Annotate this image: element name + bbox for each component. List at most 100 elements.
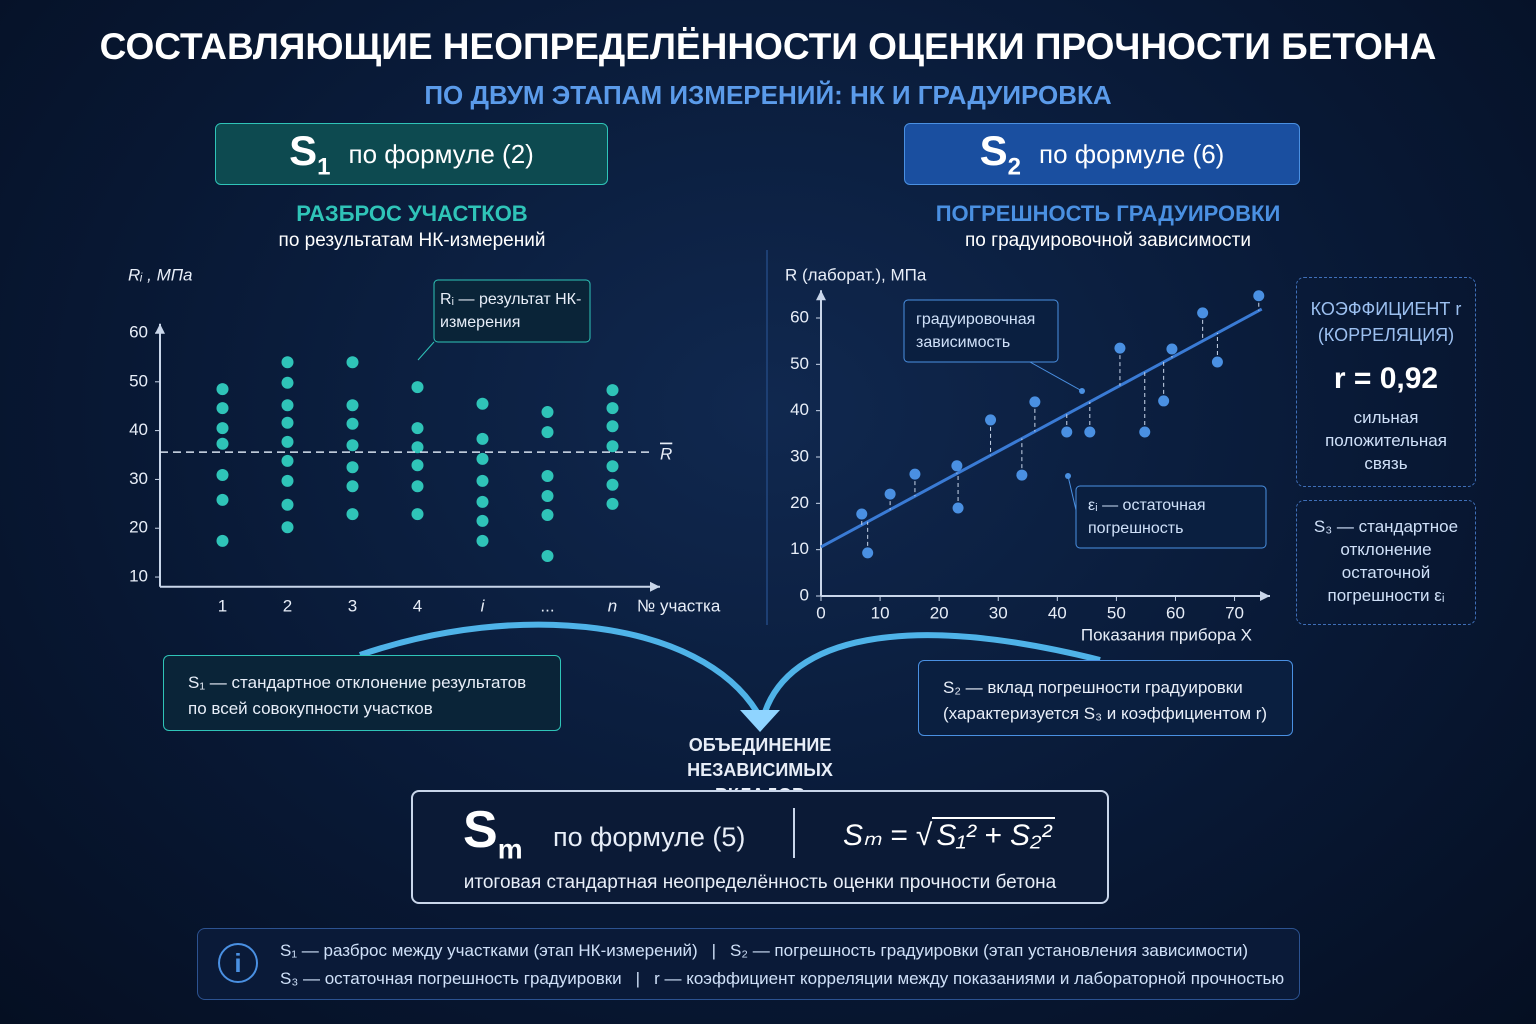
annotation: εᵢ — остаточная погрешность (резидуал) [1088,497,1206,544]
x-tick-label: i [481,596,486,615]
subscript: 2 [1007,153,1022,181]
dot [216,469,229,482]
r-value: r = 0,92 [1333,362,1439,395]
subheading: по градуировочной зависимости [965,230,1251,251]
footer-item: r — коэффициент корреляции между показан… [654,969,1285,988]
heading: РАЗБРОС УЧАСТКОВ [296,201,528,226]
info-icon: i [218,943,258,983]
x-tick-label: n [608,596,617,615]
dot [346,461,359,474]
x-tick-label: 3 [348,596,357,615]
dot [216,437,229,450]
dot [411,422,424,435]
dot [346,399,359,412]
footer: i S₁ — разброс между участками (этап НК-… [197,928,1300,1000]
y-tick-label: 50 [790,354,809,373]
symbol: S [979,126,1008,174]
title: СОСТАВЛЯЮЩИЕ НЕОПРЕДЕЛЁННОСТИ ОЦЕНКИ ПРО… [99,26,1437,67]
point [1158,395,1170,407]
point [909,468,921,480]
dot [281,454,294,467]
dot [606,440,619,453]
arrow [359,621,760,714]
x-axis-label: Показания прибора X [1081,625,1252,644]
y-tick-label: 20 [129,518,148,537]
dot [281,416,294,429]
point [862,547,874,559]
point [1211,356,1223,368]
x-axis-label: № участка [637,596,721,615]
x-tick-label: 50 [1107,603,1126,622]
footer-line: S₁ — разброс между участками (этап НК-из… [280,941,1248,961]
point [1084,426,1096,438]
point [985,414,997,426]
dot [216,534,229,547]
formula-radicand: S₁² + S₂² [932,817,1056,852]
x-tick-label: 2 [283,596,292,615]
subtitle: ПО ДВУМ ЭТАПАМ ИЗМЕРЕНИЙ: НК И ГРАДУИРОВ… [424,80,1112,110]
badge-text: по формуле (6) [1039,138,1225,169]
dot [411,480,424,493]
dot [476,397,489,410]
point [1114,342,1126,354]
y-tick-label: 30 [129,469,148,488]
y-tick-label: 30 [790,446,809,465]
dot [216,422,229,435]
note: S₁ — стандартное отклонение результатов … [163,655,561,731]
point [1139,426,1151,438]
x-tick-label: 1 [218,596,227,615]
badge: S2 по формуле (6) [904,123,1300,185]
annotation-text: Rᵢ — результат НК-измерения [440,291,582,331]
x-tick-label: 20 [930,603,949,622]
dot [346,439,359,452]
fit-line [820,307,1263,549]
dot [281,474,294,487]
symbol: S [289,126,318,174]
y-tick-label: 60 [790,307,809,326]
caption: сильная положительная связь [1325,408,1447,473]
footer-item: S₃ — остаточная погрешность градуировки [280,969,622,988]
dot [281,376,294,389]
dot [541,426,554,439]
y-tick-label: 10 [790,539,809,558]
subheading: по результатам НК-измерений [278,230,546,251]
dot [411,508,424,521]
dot [281,521,294,534]
y-tick-label: 40 [129,420,148,439]
dot [541,509,554,522]
dot [476,432,489,445]
leader [1067,475,1077,511]
panel-title: КОЭФФИЦИЕНТ r (КОРРЕЛЯЦИЯ) [1310,299,1462,345]
dot [476,474,489,487]
footer-line: S₃ — остаточная погрешность градуировки |… [280,969,1284,989]
point [1197,307,1209,319]
dot [541,550,554,563]
leader [1029,361,1083,392]
point [1029,396,1041,408]
point [1016,469,1028,481]
y-tick-label: 0 [800,585,809,604]
point [1166,343,1178,355]
dot [216,383,229,396]
y-axis-label: R (лаборат.), МПа [785,265,927,284]
sep: | [635,969,641,988]
badge: S1 по формуле (2) [215,123,608,185]
point [951,460,963,472]
dot [606,460,619,473]
dot [541,406,554,419]
x-tick-label: 40 [1048,603,1067,622]
arrow-head [740,710,780,732]
dot [346,480,359,493]
x-tick-label: 70 [1225,603,1244,622]
x-tick-label: 30 [989,603,1008,622]
arrow [155,323,660,592]
dot [476,452,489,465]
point [1253,290,1265,302]
y-tick-label: 50 [129,371,148,390]
dot [606,478,619,491]
result-symbol: Sm [463,800,523,865]
dot [411,381,424,394]
annotation-box [903,299,1059,363]
s3-panel: S₃ — стандартное отклонение остаточной п… [1296,500,1476,625]
